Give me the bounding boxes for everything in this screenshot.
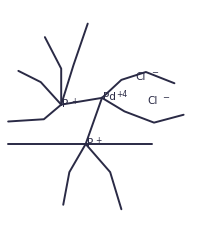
Text: +: + <box>71 97 77 106</box>
Text: +4: +4 <box>116 90 128 99</box>
Text: Cl: Cl <box>147 96 157 106</box>
Text: Cl: Cl <box>136 72 146 81</box>
Text: P: P <box>87 138 93 148</box>
Text: Pd: Pd <box>103 92 116 102</box>
Text: −: − <box>151 68 158 77</box>
Text: +: + <box>95 136 102 145</box>
Text: −: − <box>162 93 169 102</box>
Text: P: P <box>62 99 69 109</box>
